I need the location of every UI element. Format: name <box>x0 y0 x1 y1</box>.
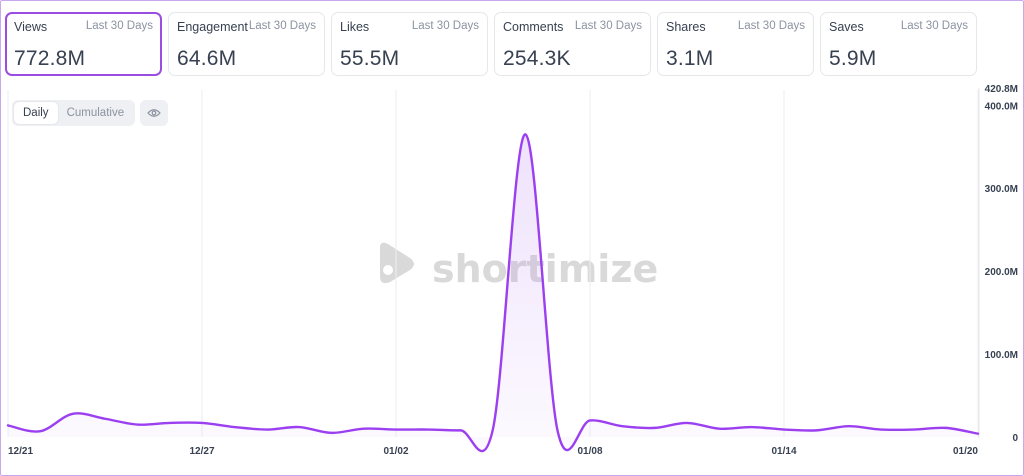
logo-dot <box>383 265 393 275</box>
metric-period: Last 30 Days <box>248 20 316 32</box>
chart-grid <box>7 90 979 437</box>
metric-period: Last 30 Days <box>574 20 642 32</box>
metric-value: 64.6M <box>177 47 237 70</box>
shortimize-logo-icon <box>380 242 414 284</box>
x-tick-label: 01/08 <box>577 446 602 457</box>
metric-period: Last 30 Days <box>85 20 153 32</box>
x-axis: 12/21 12/27 01/02 01/08 01/14 01/20 <box>8 446 978 457</box>
metric-card-engagement[interactable]: Engagement Last 30 Days 64.6M <box>168 12 325 76</box>
metric-card-likes[interactable]: Likes Last 30 Days 55.5M <box>331 12 488 76</box>
metric-card-saves[interactable]: Saves Last 30 Days 5.9M <box>820 12 977 76</box>
metric-period: Last 30 Days <box>411 20 479 32</box>
metric-period: Last 30 Days <box>737 20 805 32</box>
y-tick-label: 300.0M <box>985 184 1018 195</box>
metric-value: 3.1M <box>666 47 714 70</box>
x-tick-label: 01/20 <box>953 446 978 457</box>
metric-card-views[interactable]: Views Last 30 Days 772.8M <box>5 12 162 76</box>
y-tick-label: 0 <box>1012 433 1018 444</box>
metric-name: Views <box>14 20 48 34</box>
metric-name: Engagement <box>177 20 248 34</box>
view-mode-toggle: Daily Cumulative <box>12 100 136 126</box>
views-chart: shortimize 0 100.0M 200.0M 300.0M 400.0M 420.… <box>6 84 1018 457</box>
metric-name: Comments <box>503 20 564 34</box>
metric-card-comments[interactable]: Comments Last 30 Days 254.3K <box>494 12 651 76</box>
visibility-toggle-button[interactable] <box>140 100 168 126</box>
metric-value: 5.9M <box>829 47 877 70</box>
metric-value: 55.5M <box>340 47 400 70</box>
metric-value: 254.3K <box>503 47 571 70</box>
y-tick-label: 420.8M <box>985 84 1018 95</box>
cumulative-button[interactable]: Cumulative <box>66 107 125 119</box>
eye-icon <box>147 109 161 117</box>
metric-period: Last 30 Days <box>900 20 968 32</box>
metric-value: 772.8M <box>14 47 86 70</box>
plot-area <box>6 133 980 453</box>
x-tick-label: 01/02 <box>383 446 408 457</box>
y-axis: 0 100.0M 200.0M 300.0M 400.0M 420.8M <box>978 84 1018 444</box>
x-tick-label: 01/14 <box>771 446 796 457</box>
metric-card-shares[interactable]: Shares Last 30 Days 3.1M <box>657 12 814 76</box>
watermark: shortimize <box>380 242 658 291</box>
views-area-fill <box>8 134 978 452</box>
y-tick-label: 400.0M <box>985 101 1018 112</box>
daily-button[interactable]: Daily <box>14 102 58 124</box>
watermark-text: shortimize <box>432 247 658 291</box>
metric-name: Saves <box>829 20 864 34</box>
views-series-line <box>6 133 980 453</box>
y-tick-label: 100.0M <box>985 350 1018 361</box>
metric-name: Likes <box>340 20 370 34</box>
y-tick-label: 200.0M <box>985 267 1018 278</box>
metric-cards: Views Last 30 Days 772.8M Engagement Las… <box>5 12 977 76</box>
metric-name: Shares <box>666 20 706 34</box>
x-tick-label: 12/27 <box>189 446 214 457</box>
x-tick-label: 12/21 <box>8 446 33 457</box>
